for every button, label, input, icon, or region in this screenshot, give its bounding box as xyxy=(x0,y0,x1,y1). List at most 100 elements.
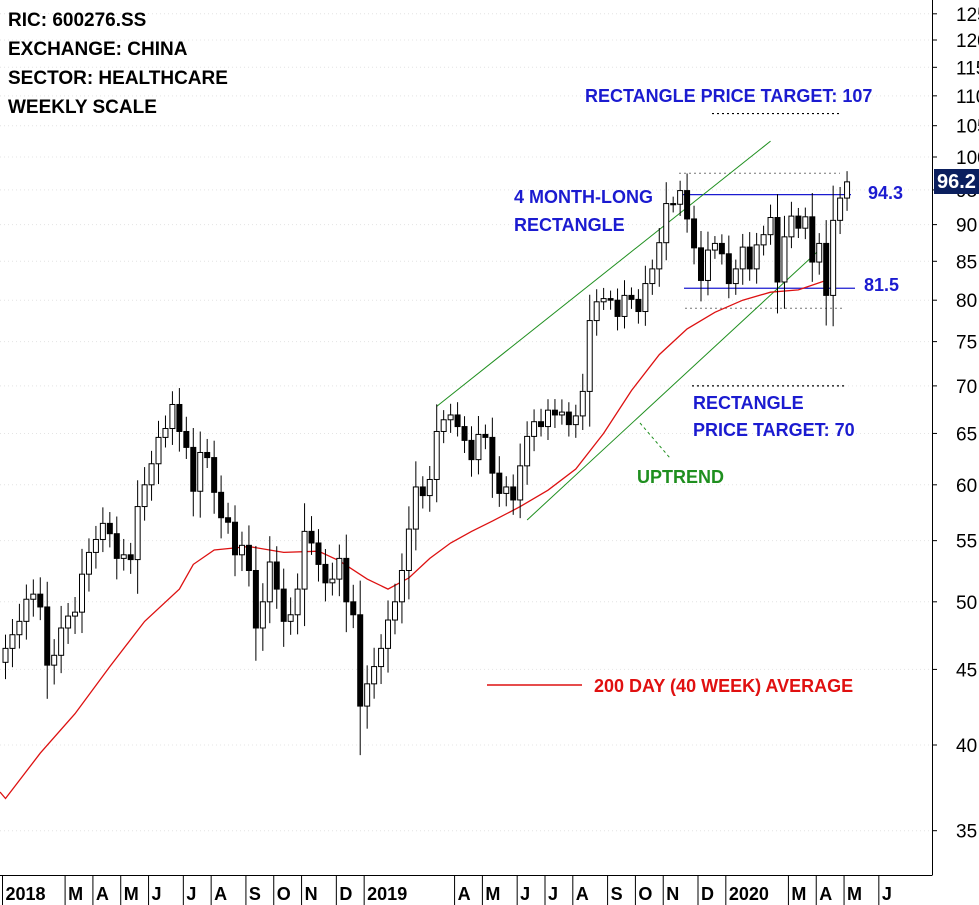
candle xyxy=(343,534,350,633)
y-tick-label: 35 xyxy=(956,822,977,843)
candle-body-up xyxy=(503,486,510,494)
candle-body-down xyxy=(482,433,489,438)
candle-body-down xyxy=(454,414,461,428)
candle-body-up xyxy=(830,219,837,296)
candle xyxy=(120,538,127,571)
y-tick-label: 55 xyxy=(956,532,977,553)
candle xyxy=(670,196,677,213)
candle-body-up xyxy=(739,246,746,270)
candle xyxy=(635,289,642,324)
candle xyxy=(607,290,614,310)
candle xyxy=(809,193,816,282)
candle-body-up xyxy=(391,601,398,621)
candle xyxy=(9,619,16,668)
y-tick-label: 40 xyxy=(956,736,977,757)
candle xyxy=(489,417,496,498)
candle-body-down xyxy=(461,426,468,441)
candle-body-up xyxy=(385,619,392,649)
candle xyxy=(558,399,565,425)
candle xyxy=(79,548,86,634)
candle-body-up xyxy=(162,428,169,438)
candle-body-down xyxy=(44,606,51,666)
candle xyxy=(336,544,343,597)
y-tick-label: 90 xyxy=(956,216,977,237)
x-tick-label: S xyxy=(611,884,623,904)
candle xyxy=(586,294,593,427)
candle xyxy=(162,415,169,448)
candle-body-down xyxy=(127,554,134,561)
y-tick-label: 110 xyxy=(956,87,979,108)
candle xyxy=(329,562,336,596)
candle-body-down xyxy=(350,601,357,616)
candle-body-down xyxy=(211,457,218,493)
candle xyxy=(308,516,315,555)
x-tick-label: 2018 xyxy=(6,884,46,904)
candle-body-up xyxy=(788,215,795,238)
candle-body-down xyxy=(190,446,197,492)
candle xyxy=(412,461,419,551)
candle xyxy=(510,474,517,515)
label-ma-legend: 200 DAY (40 WEEK) AVERAGE xyxy=(594,676,854,696)
candle-body-up xyxy=(336,557,343,580)
candle xyxy=(378,634,385,685)
candle xyxy=(58,605,65,674)
candle-body-up xyxy=(447,414,454,421)
candle xyxy=(579,373,586,430)
label-uptrend: UPTREND xyxy=(637,467,725,487)
candle xyxy=(280,568,287,647)
candle-body-up xyxy=(92,538,99,553)
candle xyxy=(252,545,259,661)
candle xyxy=(141,467,148,521)
candle-body-up xyxy=(259,601,266,629)
x-tick-label: N xyxy=(305,884,318,904)
candle-body-up xyxy=(141,484,148,508)
candle xyxy=(628,287,635,309)
candle xyxy=(468,426,475,477)
candle-body-down xyxy=(496,472,503,494)
x-tick-label: A xyxy=(576,884,589,904)
candle xyxy=(371,647,378,699)
candle-body-up xyxy=(287,614,294,622)
candle xyxy=(524,421,531,485)
candle-body-up xyxy=(2,647,9,663)
candle xyxy=(461,416,468,453)
candle xyxy=(322,549,329,602)
candle xyxy=(44,581,51,699)
candle xyxy=(232,505,239,577)
candle xyxy=(391,583,398,635)
candle-body-down xyxy=(718,242,725,255)
candle xyxy=(106,512,113,548)
candle xyxy=(802,207,809,240)
candle-body-up xyxy=(816,242,823,263)
candle-body-up xyxy=(197,451,204,492)
candle-body-down xyxy=(774,217,781,283)
candle-body-down xyxy=(357,614,364,707)
candle xyxy=(183,416,190,459)
candle-body-up xyxy=(378,647,385,668)
candle xyxy=(259,583,266,651)
candle-body-up xyxy=(72,611,79,617)
x-tick-label: D xyxy=(701,884,714,904)
candle-body-up xyxy=(85,551,92,575)
candle xyxy=(711,236,718,259)
candle xyxy=(357,580,364,756)
candle-body-up xyxy=(398,569,405,603)
candle-body-up xyxy=(781,236,788,283)
y-tick-label: 45 xyxy=(956,660,977,681)
x-tick-label: S xyxy=(249,884,261,904)
candle xyxy=(37,577,44,621)
x-tick-label: A xyxy=(96,884,109,904)
candle-body-down xyxy=(204,451,211,459)
candle-body-up xyxy=(753,244,760,270)
candle-body-down xyxy=(183,430,190,448)
candle-body-up xyxy=(531,421,538,437)
candle xyxy=(760,225,767,256)
candle-body-up xyxy=(760,234,767,246)
candle xyxy=(238,531,245,572)
candle-body-down xyxy=(322,563,329,584)
candle xyxy=(517,443,524,519)
candle xyxy=(364,665,371,729)
moving-average-path xyxy=(0,279,827,800)
candle-body-up xyxy=(837,197,844,221)
candle-body-up xyxy=(524,435,531,467)
